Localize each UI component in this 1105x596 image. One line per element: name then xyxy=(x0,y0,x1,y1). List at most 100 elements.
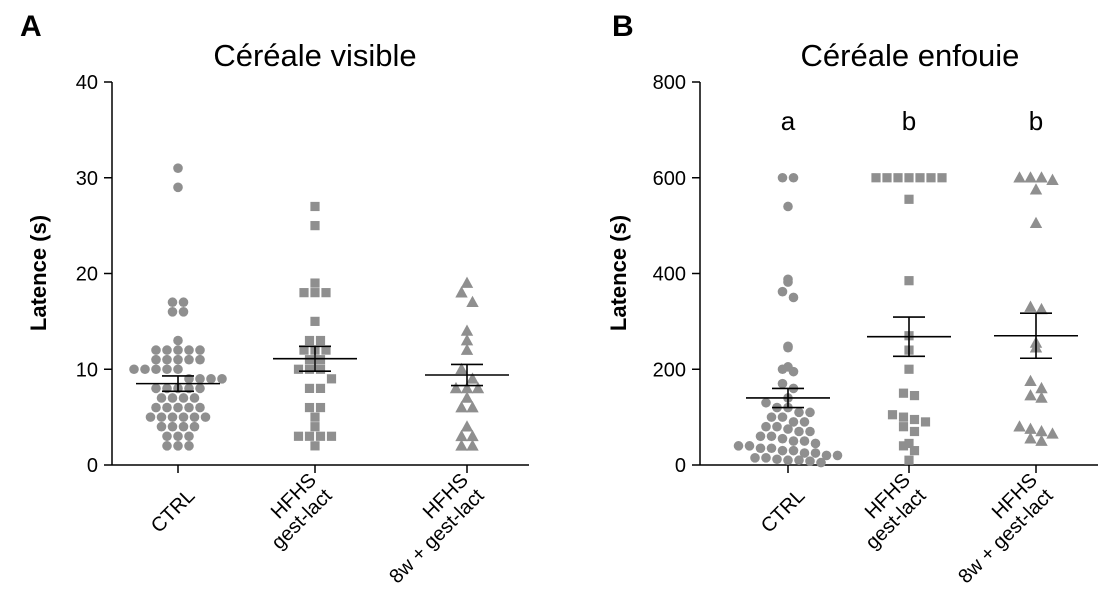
data-point-group-3 xyxy=(455,362,468,375)
data-point-group-1 xyxy=(788,366,799,377)
data-point-group-2 xyxy=(326,431,337,441)
data-point-group-1 xyxy=(167,393,178,403)
data-point-group-2 xyxy=(304,335,315,346)
data-point-group-3 xyxy=(460,334,474,346)
data-point-group-1 xyxy=(195,402,205,413)
data-point-group-1 xyxy=(794,407,804,418)
data-point-group-3 xyxy=(1024,389,1037,401)
data-point-group-1 xyxy=(173,441,183,451)
data-point-group-1 xyxy=(761,397,771,408)
panel-letter: B xyxy=(612,10,634,43)
data-point-group-2 xyxy=(904,276,914,286)
panel-letter: A xyxy=(20,10,42,43)
data-point-group-2 xyxy=(887,410,898,420)
data-point-group-1 xyxy=(783,424,793,434)
data-point-group-1 xyxy=(217,374,227,384)
data-point-group-1 xyxy=(755,431,766,442)
y-tick-label: 400 xyxy=(653,264,686,286)
data-point-group-1 xyxy=(178,421,189,432)
chart-title: Céréale visible xyxy=(213,38,416,73)
data-point-group-3 xyxy=(455,429,468,442)
data-point-group-1 xyxy=(151,354,161,365)
data-point-group-2 xyxy=(315,335,326,346)
data-point-group-2 xyxy=(904,438,914,449)
chart-title: Céréale enfouie xyxy=(801,38,1020,73)
data-point-group-2 xyxy=(909,414,920,425)
data-point-group-3 xyxy=(1024,422,1037,434)
data-point-group-1 xyxy=(162,345,172,355)
data-point-group-1 xyxy=(162,354,172,365)
data-point-group-3 xyxy=(460,276,474,288)
data-point-group-2 xyxy=(321,288,331,298)
x-tick-label: CTRL xyxy=(757,485,809,537)
data-point-group-1 xyxy=(810,438,821,449)
data-point-group-1 xyxy=(799,448,810,458)
data-point-group-3 xyxy=(1035,302,1048,315)
data-point-group-2 xyxy=(909,426,920,437)
data-point-group-3 xyxy=(455,439,468,451)
data-point-group-2 xyxy=(904,364,914,374)
data-point-group-1 xyxy=(145,412,156,422)
data-point-group-2 xyxy=(310,288,320,298)
data-point-group-2 xyxy=(926,173,936,183)
data-point-group-1 xyxy=(195,374,205,384)
data-point-group-2 xyxy=(310,221,320,231)
data-point-group-1 xyxy=(184,354,194,365)
data-point-group-3 xyxy=(455,286,468,298)
data-point-group-1 xyxy=(805,426,815,437)
data-point-group-3 xyxy=(1035,171,1048,183)
data-point-group-1 xyxy=(173,431,183,442)
data-point-group-1 xyxy=(173,335,183,346)
significance-letter: b xyxy=(902,106,916,136)
data-point-group-3 xyxy=(449,381,463,394)
data-point-group-1 xyxy=(832,450,843,461)
data-point-group-2 xyxy=(310,278,320,288)
data-point-group-3 xyxy=(1035,381,1048,394)
data-point-group-2 xyxy=(898,412,909,422)
data-point-group-1 xyxy=(799,417,810,427)
data-point-group-2 xyxy=(310,201,320,212)
data-point-group-1 xyxy=(151,364,161,375)
data-point-group-3 xyxy=(466,295,479,308)
data-point-group-1 xyxy=(783,201,793,212)
data-point-group-1 xyxy=(777,378,788,389)
data-point-group-2 xyxy=(882,173,892,183)
data-point-group-1 xyxy=(173,402,183,413)
data-point-group-1 xyxy=(805,407,815,418)
data-point-group-1 xyxy=(777,412,788,422)
data-point-group-1 xyxy=(772,421,782,432)
data-point-group-1 xyxy=(189,421,200,432)
data-point-group-1 xyxy=(761,421,771,432)
data-point-group-2 xyxy=(898,441,909,451)
data-point-group-2 xyxy=(310,316,320,326)
data-point-group-2 xyxy=(315,431,326,441)
data-point-group-1 xyxy=(167,297,178,308)
data-point-group-2 xyxy=(904,173,914,183)
data-point-group-1 xyxy=(744,441,755,451)
data-point-group-1 xyxy=(805,456,815,466)
data-point-group-3 xyxy=(1024,374,1037,387)
data-point-group-1 xyxy=(178,393,189,403)
panel-b: B Céréale enfouie Latence (s) 0 200 400 600 800… xyxy=(606,10,1098,588)
data-point-group-1 xyxy=(755,443,766,454)
data-point-group-1 xyxy=(173,364,183,375)
data-point-group-1 xyxy=(178,297,189,308)
y-tick-label: 20 xyxy=(76,264,98,286)
data-point-group-1 xyxy=(178,412,189,422)
data-point-group-3 xyxy=(466,429,479,442)
data-point-group-3 xyxy=(460,391,474,403)
data-point-group-1 xyxy=(189,412,200,422)
data-point-group-2 xyxy=(920,417,931,427)
data-point-group-2 xyxy=(321,345,331,355)
data-point-group-1 xyxy=(156,393,167,403)
data-point-group-2 xyxy=(293,431,304,441)
data-point-group-1 xyxy=(156,421,167,432)
data-point-group-1 xyxy=(788,436,799,446)
data-point-group-2 xyxy=(315,364,326,374)
x-tick-label: CTRL xyxy=(147,485,199,537)
data-point-group-2 xyxy=(909,446,920,456)
data-point-group-1 xyxy=(766,431,777,442)
